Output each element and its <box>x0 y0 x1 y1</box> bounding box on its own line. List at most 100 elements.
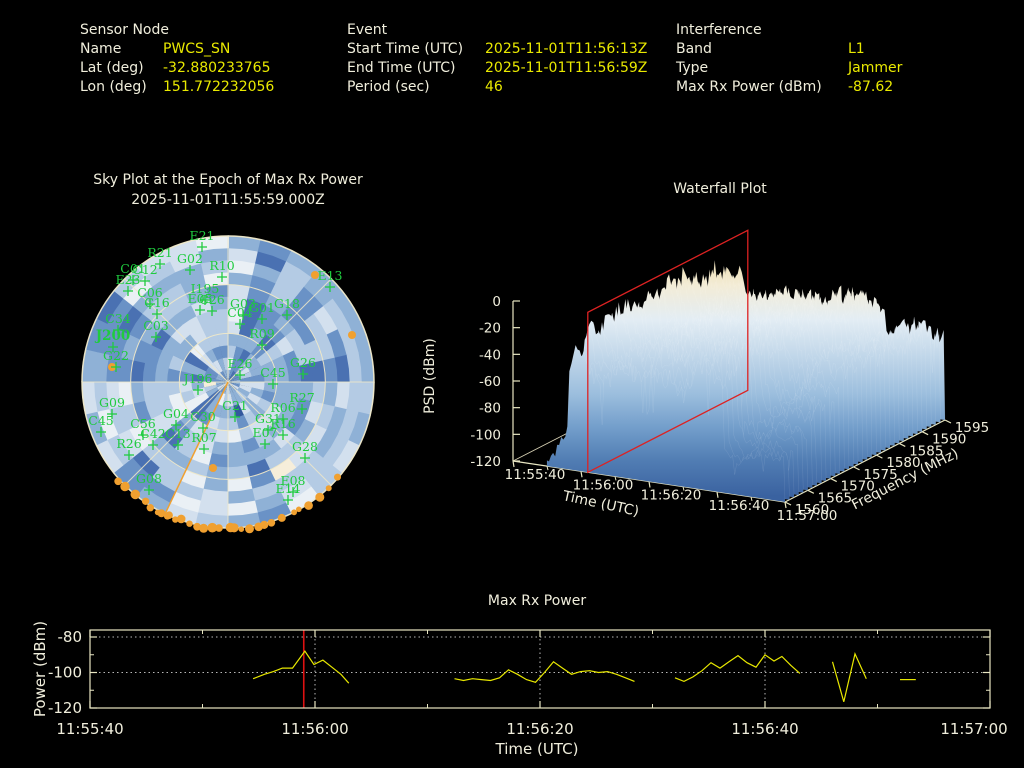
event-title: Event <box>347 22 388 38</box>
interference-power-value: -87.62 <box>848 79 894 95</box>
svg-text:C06: C06 <box>137 285 163 300</box>
svg-text:C03: C03 <box>143 318 169 333</box>
sky-plot-epoch-subtitle: 2025-11-01T11:55:59.000Z <box>131 192 325 208</box>
svg-text:C56: C56 <box>130 416 156 431</box>
sensor-name-row: Name PWCS_SN <box>80 40 274 59</box>
svg-text:11:56:00: 11:56:00 <box>281 720 348 738</box>
time-axis: 11:55:40 11:56:00 11:56:20 11:56:40 11:57:00… <box>505 460 838 524</box>
svg-text:E05: E05 <box>187 291 212 306</box>
sensor-lat-row: Lat (deg) -32.880233765 <box>80 59 274 78</box>
sky-plot-title: Sky Plot at the Epoch of Max Rx Power <box>93 172 363 188</box>
satellite-C26: C26 <box>199 292 225 316</box>
svg-text:0: 0 <box>492 294 501 310</box>
sensor-lat-label: Lat (deg) <box>80 60 144 76</box>
satellite-E08: E08 <box>280 473 306 497</box>
svg-text:C30: C30 <box>190 409 216 424</box>
satellite-I195: I195 <box>191 281 219 305</box>
svg-text:R09: R09 <box>249 326 274 341</box>
svg-text:R07: R07 <box>191 430 216 445</box>
max-rx-power-title: Max Rx Power <box>487 593 587 609</box>
satellite-R09: R09 <box>249 326 275 350</box>
sensor-lon-row: Lon (deg) 151.772232056 <box>80 78 274 97</box>
svg-text:C34: C34 <box>105 311 131 326</box>
satellite-G28: G28 <box>292 439 318 463</box>
interference-power-row: Max Rx Power (dBm) -87.62 <box>676 78 902 97</box>
svg-text:J196: J196 <box>182 371 213 386</box>
svg-text:G28: G28 <box>292 439 318 454</box>
svg-text:1570: 1570 <box>841 479 875 495</box>
svg-text:J200: J200 <box>95 328 131 344</box>
svg-text:G18: G18 <box>274 296 300 311</box>
sensor-node-title: Sensor Node <box>80 22 169 38</box>
event-start-label: Start Time (UTC) <box>347 41 464 57</box>
svg-text:11:56:00: 11:56:00 <box>573 477 634 493</box>
interference-power-label: Max Rx Power (dBm) <box>676 79 822 95</box>
svg-text:C12: C12 <box>132 262 157 277</box>
svg-text:G03: G03 <box>230 296 256 311</box>
satellite-G01: G01 <box>249 300 275 324</box>
event-period-label: Period (sec) <box>347 79 430 95</box>
event-end-label: End Time (UTC) <box>347 60 456 76</box>
satellite-G22: G22 <box>103 348 129 372</box>
satellite-G04: G04 <box>163 406 189 430</box>
event-start-row: Start Time (UTC) 2025-11-01T11:56:13Z <box>347 40 647 59</box>
svg-text:C04: C04 <box>227 305 253 320</box>
satellite-E05: E05 <box>187 291 213 315</box>
jammer-rim-markers <box>108 271 356 534</box>
sensor-lon-value: 151.772232056 <box>163 79 275 95</box>
svg-text:11:56:40: 11:56:40 <box>731 720 798 738</box>
svg-text:E07: E07 <box>252 425 277 440</box>
svg-text:-40: -40 <box>479 347 501 363</box>
svg-text:R06: R06 <box>270 400 295 415</box>
svg-text:R21: R21 <box>147 245 172 260</box>
svg-text:G01: G01 <box>249 300 275 315</box>
sensor-node-panel: Sensor Node Name PWCS_SN Lat (deg) -32.8… <box>80 21 274 97</box>
svg-text:E14: E14 <box>275 481 300 496</box>
svg-text:-100: -100 <box>470 427 501 443</box>
event-end-value: 2025-11-01T11:56:59Z <box>485 60 648 76</box>
svg-text:1565: 1565 <box>818 490 852 506</box>
satellite-G26: G26 <box>290 355 316 379</box>
interference-panel: Interference Band L1 Type Jammer Max Rx … <box>676 21 902 97</box>
satellite-C56: C56 <box>130 416 156 440</box>
satellite-C16: C16 <box>144 295 170 319</box>
satellite-J200: J200 <box>95 328 131 352</box>
frequency-axis: 15601565157015751580158515901595Frequenc… <box>784 419 989 518</box>
satellite-C30: C30 <box>190 409 216 433</box>
svg-text:C26: C26 <box>199 292 225 307</box>
satellite-C03: C03 <box>143 318 169 342</box>
power-plot-frame <box>89 629 991 709</box>
event-end-row: End Time (UTC) 2025-11-01T11:56:59Z <box>347 59 647 78</box>
satellite-R26: R26 <box>116 436 142 460</box>
svg-text:11:57:00: 11:57:00 <box>940 720 1007 738</box>
satellite-E07: E07 <box>252 425 278 449</box>
jammer-bearing-line <box>164 381 229 515</box>
svg-text:C42: C42 <box>140 426 165 441</box>
svg-text:11:56:40: 11:56:40 <box>709 498 770 514</box>
satellite-G31: G31 <box>255 411 281 435</box>
satellite-R10: R10 <box>209 258 235 282</box>
power-axis-ticks: 11:55:40 11:56:00 11:56:20 11:56:40 11:57:00… <box>48 628 1008 738</box>
interference-title: Interference <box>676 22 762 38</box>
svg-text:-80: -80 <box>58 628 83 646</box>
waterfall-plot-title: Waterfall Plot <box>673 181 767 197</box>
svg-text:G26: G26 <box>290 355 316 370</box>
satellite-C21: C21 <box>222 398 248 422</box>
satellite-C34: C34 <box>105 311 131 335</box>
svg-text:G22: G22 <box>103 348 129 363</box>
epoch-highlight-plane <box>587 229 749 474</box>
power-gridlines <box>90 630 990 708</box>
power-x-axis-label: Time (UTC) <box>495 740 579 758</box>
svg-text:R10: R10 <box>209 258 234 273</box>
satellite-E13: E13 <box>317 268 343 292</box>
satellite-E14: E14 <box>275 481 301 505</box>
svg-text:11:57:00: 11:57:00 <box>777 508 838 524</box>
satellite-C12: C12 <box>132 262 158 286</box>
satellite-G18: G18 <box>274 296 300 320</box>
svg-text:11:56:20: 11:56:20 <box>641 488 702 504</box>
satellite-G09: G09 <box>99 395 125 419</box>
satellite-G08: G08 <box>136 471 162 495</box>
